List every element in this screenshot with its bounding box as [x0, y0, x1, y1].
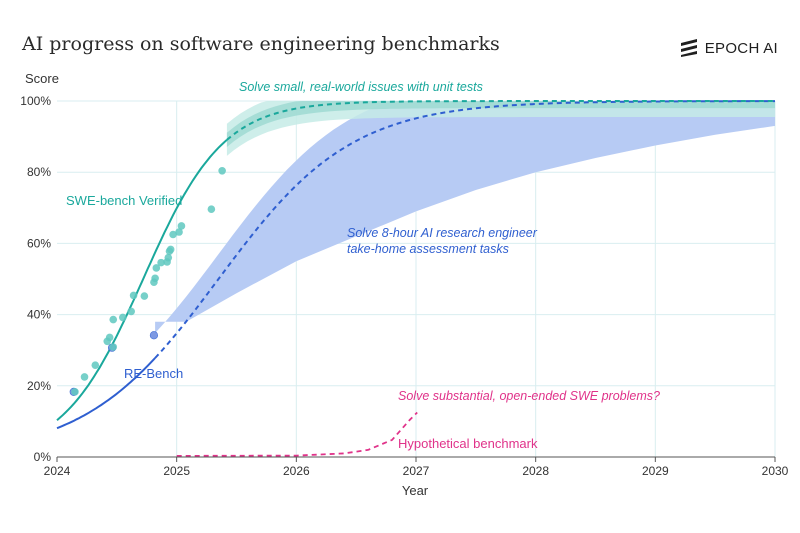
- re-bench-label: RE-Bench: [124, 366, 183, 381]
- swe-bench-point: [207, 205, 216, 214]
- y-tick-label: 100%: [20, 94, 51, 108]
- re-bench-band: [155, 101, 776, 334]
- swe-bench-label: SWE-bench Verified: [66, 193, 182, 208]
- swe-bench-band-inner: [226, 101, 775, 147]
- swe-bench-point: [119, 313, 127, 322]
- re-bench-point: [149, 331, 159, 340]
- annotations: Solve small, real-world issues with unit…: [239, 80, 660, 403]
- x-tick-label: 2029: [642, 464, 669, 478]
- hypothetical-benchmark-label: Hypothetical benchmark: [398, 436, 538, 451]
- swe-bench-point: [140, 292, 149, 300]
- swe-bench-fit-solid: [56, 139, 228, 421]
- swe-bench-point: [175, 228, 183, 236]
- annotation-re-line2: take-home assessment tasks: [347, 242, 509, 256]
- y-tick-label: 40%: [27, 308, 51, 322]
- x-tick-label: 2027: [403, 464, 430, 478]
- x-tick-label: 2028: [522, 464, 549, 478]
- y-tick-label: 80%: [27, 165, 51, 179]
- swe-bench-point: [71, 388, 79, 396]
- uncertainty-bands: [155, 101, 776, 334]
- swe-bench-point: [129, 291, 138, 300]
- y-tick-label: 60%: [27, 236, 51, 250]
- swe-bench-point: [166, 245, 175, 254]
- fit-lines: [56, 100, 775, 457]
- swe-bench-fit-dashed: [226, 100, 775, 141]
- chart-title: AI progress on software engineering benc…: [22, 33, 500, 55]
- x-tick-label: 2025: [163, 464, 190, 478]
- re-bench-fit-dashed: [154, 100, 775, 359]
- swe-bench-point: [109, 315, 118, 324]
- hypothetical-benchmark-line: [176, 411, 418, 457]
- swe-bench-point: [218, 166, 226, 175]
- annotation-hypothetical: Solve substantial, open-ended SWE proble…: [398, 389, 660, 403]
- swe-bench-point: [169, 230, 177, 239]
- logo-text: EPOCH AI: [704, 39, 778, 57]
- x-axis-label: Year: [402, 483, 429, 498]
- swe-bench-point: [127, 307, 135, 316]
- swe-bench-point: [177, 222, 186, 230]
- swe-bench-point: [105, 333, 114, 342]
- y-tick-label: 20%: [27, 379, 51, 393]
- swe-bench-point: [80, 373, 89, 381]
- swe-bench-band-outer: [226, 101, 775, 156]
- swe-bench-point: [91, 361, 100, 369]
- swe-bench-point: [164, 253, 173, 262]
- x-tick-label: 2026: [283, 464, 310, 478]
- x-tick-label: 2024: [44, 464, 71, 478]
- y-axis-label: Score: [25, 71, 59, 86]
- data-points: [69, 166, 226, 396]
- x-tick-label: 2030: [762, 464, 789, 478]
- swe-bench-point: [157, 258, 165, 267]
- series-labels: SWE-bench Verified RE-Bench Hypothetical…: [66, 193, 538, 451]
- epoch-stripes-icon: [680, 39, 697, 57]
- swe-bench-point: [151, 274, 159, 283]
- y-tick-label: 0%: [34, 450, 52, 464]
- swe-bench-point: [152, 264, 161, 272]
- annotation-swe: Solve small, real-world issues with unit…: [239, 80, 483, 94]
- re-bench-fit-solid: [56, 357, 156, 430]
- annotation-re-line1: Solve 8-hour AI research engineer: [347, 226, 538, 240]
- axes: Score Year 0% 20% 40% 60% 80% 100% 2024 2025 202…: [20, 71, 788, 498]
- swe-bench-point: [109, 343, 118, 351]
- epoch-logo: EPOCH AI: [679, 37, 778, 59]
